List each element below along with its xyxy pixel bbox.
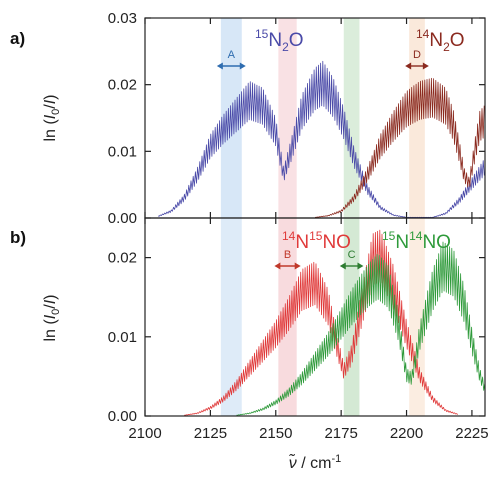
band-arrow-head — [339, 262, 346, 270]
y-tick-label: 0.02 — [108, 250, 137, 267]
label-15N14NO: 15N14NO — [382, 229, 451, 253]
band-b — [278, 218, 297, 416]
band-arrow-head — [216, 62, 223, 70]
band-arrow-head — [405, 62, 412, 70]
y-tick-label: 0.00 — [108, 408, 137, 425]
band-letter-c: C — [348, 249, 356, 261]
band-letter-d: D — [413, 49, 421, 61]
shaded-band — [343, 18, 360, 218]
y-tick-label: 0.02 — [108, 77, 137, 94]
x-tick-label: 2225 — [455, 425, 488, 442]
band-arrow-head — [239, 62, 246, 70]
band-arrow-head — [357, 262, 364, 270]
series-15N2O — [158, 60, 485, 218]
band-arrow-head — [294, 262, 301, 270]
label-14N2O: 14N2O — [416, 27, 465, 54]
x-tick-label: 2150 — [259, 425, 292, 442]
panel-a-tag: a) — [10, 29, 25, 48]
band-arrow-head — [274, 262, 281, 270]
x-tick-label: 2175 — [324, 425, 357, 442]
shaded-band — [220, 218, 242, 416]
band-arrow-head — [422, 62, 429, 70]
series-14N2O — [314, 77, 485, 218]
panel-b-frame — [144, 217, 486, 417]
x-tick-label: 2125 — [194, 425, 227, 442]
series-15N14NO — [236, 241, 486, 416]
panel-b: B C 0.00 0.01 0.02 2100 2125 2150 2175 2200 2225… — [10, 217, 489, 472]
band-letter-b: B — [284, 249, 291, 261]
panel-b-ylabel: ln (I0/I) — [42, 294, 62, 341]
y-tick-label: 0.00 — [108, 210, 137, 227]
panel-b-tag: b) — [10, 228, 26, 247]
series-14N15NO — [184, 229, 458, 416]
y-tick-label: 0.03 — [108, 10, 137, 27]
band-letter-a: A — [228, 49, 236, 61]
y-tick-label: 0.01 — [108, 329, 137, 346]
shaded-band — [409, 218, 425, 416]
panel-a: A D 0.00 0.01 0.02 0.03 a) ln (I0/I) 15N2O 1… — [10, 10, 486, 227]
label-14N15NO: 14N15NO — [282, 229, 351, 253]
panel-a-ylabel: ln (I0/I) — [42, 94, 62, 141]
label-15N2O: 15N2O — [255, 27, 304, 54]
y-tick-label: 0.01 — [108, 143, 137, 160]
x-tick-label: 2200 — [390, 425, 423, 442]
x-axis-label: ν̃ / cm-1 — [289, 452, 341, 472]
x-tick-label: 2100 — [128, 425, 161, 442]
